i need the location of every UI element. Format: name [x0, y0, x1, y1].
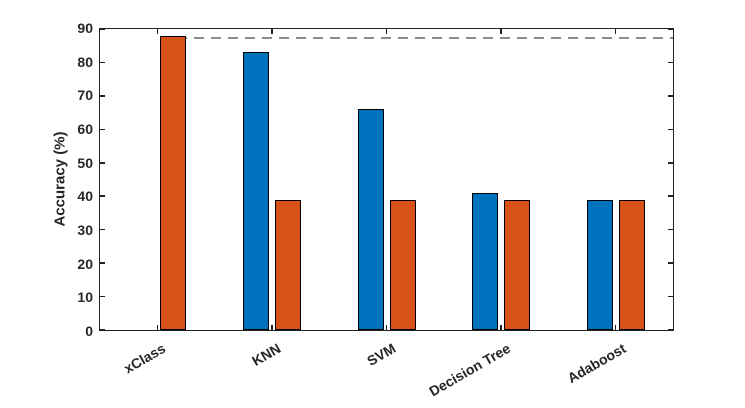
x-tick-label-svm: SVM: [364, 340, 399, 370]
x-tick-label-adaboost: Adaboost: [564, 340, 629, 387]
y-tick-left: [100, 28, 105, 30]
y-tick-left: [100, 262, 105, 264]
y-tick-right: [668, 61, 673, 64]
x-tick-bottom: [385, 325, 388, 330]
y-tick-label: 10: [77, 289, 93, 306]
y-tick-label: 80: [77, 53, 93, 70]
y-tick-left: [100, 228, 105, 231]
x-tick-top: [500, 29, 502, 34]
y-tick-left: [100, 329, 105, 331]
y-tick-left: [100, 95, 105, 97]
bar-decision-tree-series-orange: [504, 199, 531, 330]
bar-decision-tree-series-blue: [472, 192, 499, 330]
y-tick-label: 20: [77, 255, 93, 272]
bar-adaboost-series-orange: [618, 199, 645, 330]
plot-area: [99, 28, 674, 331]
bar-svm-series-blue: [357, 109, 384, 330]
bar-knn-series-orange: [274, 199, 301, 330]
reference-dashed-line: [160, 36, 673, 40]
x-tick-bottom: [271, 325, 273, 330]
y-tick-right: [668, 329, 673, 331]
bar-adaboost-series-blue: [586, 199, 613, 330]
y-tick-label: 60: [77, 121, 93, 137]
x-tick-labels: xClass KNN SVM Decision Tree Adaboost: [99, 331, 674, 408]
y-tick-label: 50: [77, 154, 93, 171]
x-tick-top: [385, 29, 388, 34]
x-tick-bottom: [614, 325, 617, 330]
bar-knn-series-blue: [242, 52, 269, 330]
y-tick-right: [668, 228, 673, 231]
y-tick-right: [668, 95, 673, 97]
y-tick-label: 70: [77, 87, 93, 104]
y-tick-left: [100, 128, 105, 131]
y-tick-right: [668, 128, 673, 131]
y-tick-label: 0: [85, 323, 93, 339]
y-tick-right: [668, 195, 673, 197]
bar-svm-series-orange: [389, 199, 416, 330]
y-tick-label: 40: [77, 188, 93, 205]
bar-xclass-series-orange: [160, 35, 187, 330]
x-tick-top: [614, 29, 617, 34]
x-tick-label-xclass: xClass: [121, 340, 169, 377]
y-tick-label: 90: [77, 20, 93, 36]
x-tick-top: [156, 29, 159, 34]
x-tick-bottom: [500, 325, 502, 330]
y-tick-labels: 0 10 20 30 40 50 60 70 80 90: [0, 20, 93, 339]
y-tick-left: [100, 295, 105, 298]
y-tick-right: [668, 295, 673, 298]
y-tick-right: [668, 162, 673, 164]
x-tick-top: [271, 29, 273, 34]
y-tick-left: [100, 195, 105, 197]
y-tick-left: [100, 162, 105, 164]
x-tick-label-knn: KNN: [249, 340, 284, 370]
y-tick-left: [100, 61, 105, 64]
x-tick-bottom: [156, 325, 159, 330]
y-tick-right: [668, 28, 673, 30]
x-tick-label-decision-tree: Decision Tree: [426, 340, 514, 400]
y-tick-right: [668, 262, 673, 264]
y-tick-label: 30: [77, 222, 93, 238]
